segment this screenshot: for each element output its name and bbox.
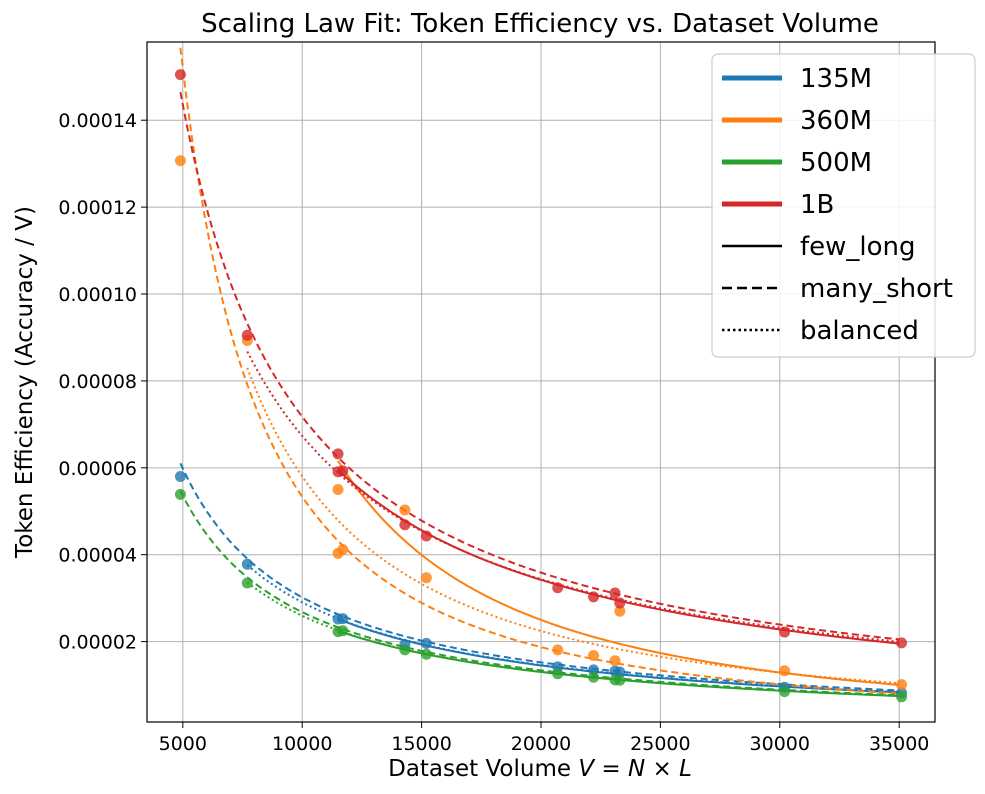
data-point-360M [174,155,186,167]
data-point-1B [174,69,186,81]
data-point-500M [420,648,432,660]
data-point-135M [337,613,349,625]
data-point-1B [779,626,791,638]
x-axis-label: Dataset Volume V = N × L [388,756,692,782]
fit-curve-135M-balanced [246,564,900,693]
data-point-500M [614,674,626,686]
fit-curve-500M-balanced [246,581,900,697]
data-point-360M [896,679,908,691]
legend-label-1B: 1B [800,190,834,220]
legend-label-360M: 360M [800,106,872,136]
data-point-360M [332,484,344,496]
x-tick-label: 15000 [391,733,451,755]
legend-label-balanced: balanced [800,316,919,346]
data-point-1B [241,329,253,341]
legend-label-135M: 135M [800,64,872,94]
data-point-135M [174,471,186,483]
data-point-135M [420,637,432,649]
x-axis-ticks: 5000 10000 15000 20000 25000 30000 35000 [159,722,929,755]
legend-label-500M: 500M [800,148,872,178]
y-tick-label: 0.00014 [58,110,137,132]
x-tick-label: 10000 [272,733,332,755]
data-point-360M [588,650,600,662]
fit-curves [179,47,900,697]
y-tick-label: 0.00006 [58,458,137,480]
x-tick-label: 5000 [159,733,207,755]
x-tick-label: 35000 [869,733,929,755]
legend: 135M 360M 500M 1B few_long many_short balanced [711,53,976,358]
legend-items: 135M 360M 500M 1B few_long many_short balanced [722,64,953,346]
data-point-1B [552,582,564,594]
data-point-360M [609,655,621,667]
fit-curve-1B-many_short [179,92,900,641]
chart-title: Scaling Law Fit: Token Efficiency vs. Da… [201,9,879,39]
data-point-1B [399,519,411,531]
data-points [174,69,908,703]
data-point-1B [332,466,344,478]
data-point-1B [588,591,600,603]
data-point-360M [614,605,626,617]
data-point-360M [779,665,791,677]
fit-curve-1B-balanced [246,351,900,643]
y-tick-label: 0.00004 [58,545,137,567]
fit-curve-360M-balanced [246,367,900,685]
data-point-360M [552,644,564,656]
data-point-1B [609,587,621,599]
fit-curve-135M-many_short [179,462,900,692]
y-tick-label: 0.00008 [58,371,137,393]
y-tick-label: 0.00012 [58,197,137,219]
data-point-500M [588,671,600,683]
data-point-135M [241,558,253,570]
data-point-500M [337,625,349,637]
data-point-360M [337,544,349,556]
fit-curve-1B-few_long [337,469,900,645]
y-tick-label: 0.00010 [58,284,137,306]
data-point-500M [896,691,908,703]
data-point-1B [420,530,432,542]
data-point-500M [779,686,791,698]
data-point-1B [332,448,344,460]
data-point-500M [399,644,411,656]
data-point-500M [174,488,186,500]
legend-label-few_long: few_long [800,232,916,262]
y-tick-label: 0.00002 [58,632,137,654]
data-point-360M [420,572,432,584]
x-axis-label-math: V = N × L [578,756,692,782]
data-point-500M [552,668,564,680]
x-tick-label: 20000 [511,733,571,755]
fit-curve-360M-many_short [179,47,900,695]
x-tick-label: 25000 [630,733,690,755]
y-axis-label: Token Efficiency (Accuracy / V) [12,206,38,559]
legend-label-many_short: many_short [800,274,953,304]
data-point-360M [399,504,411,516]
y-axis-ticks: 0.00002 0.00004 0.00006 0.00008 0.00010 0.000… [58,110,147,654]
x-axis-label-text: Dataset Volume [388,756,578,782]
data-point-1B [896,637,908,649]
x-tick-label: 30000 [750,733,810,755]
legend-box [711,53,976,358]
data-point-1B [614,597,626,609]
data-point-500M [241,577,253,589]
